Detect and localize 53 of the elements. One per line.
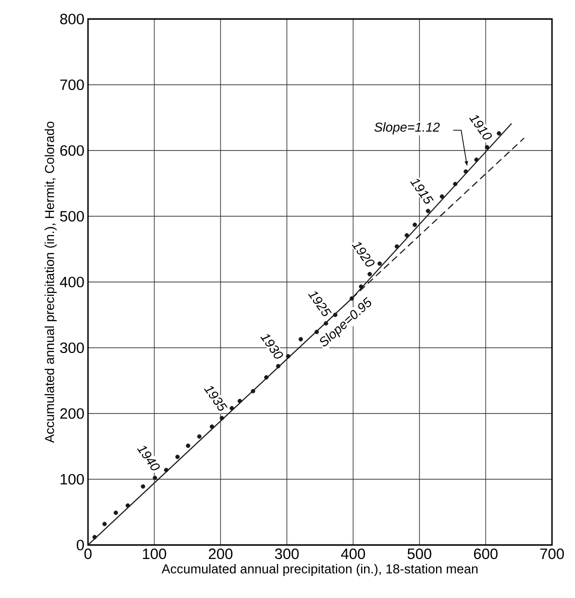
point (102, 522, 107, 526)
point (394, 244, 400, 249)
point (220, 416, 224, 420)
point (412, 222, 417, 227)
point (440, 194, 444, 199)
point (474, 158, 479, 162)
x-tick-label: 500 (408, 548, 432, 560)
point (286, 354, 290, 358)
point (186, 444, 190, 448)
y-tick-label: 400 (60, 276, 84, 288)
y-tick-label: 300 (60, 342, 84, 354)
y-tick-label: 800 (60, 14, 84, 24)
point (238, 398, 242, 404)
x-tick-label: 0 (84, 548, 92, 560)
annotation: Slope=1.12 (374, 122, 440, 134)
y-axis-title: Accumulated annual precipitation (in.), Hermit, Colorado (44, 122, 57, 443)
y-tick-label: 600 (60, 145, 84, 156)
point (368, 272, 372, 276)
point (92, 534, 97, 540)
y-tick-label: 700 (60, 79, 84, 90)
point (264, 375, 268, 380)
point (230, 406, 234, 410)
point (464, 169, 468, 174)
x-tick-label: 700 (540, 548, 564, 560)
y-tick-label: 200 (60, 408, 84, 419)
point (314, 330, 319, 334)
point (197, 434, 202, 439)
point (404, 233, 410, 238)
point (426, 208, 430, 214)
point (453, 182, 458, 186)
x-axis-title: Accumulated annual precipitation (in.), 18-station mean (162, 564, 478, 576)
point (250, 388, 256, 394)
point (175, 454, 180, 460)
x-tick-label: 400 (341, 548, 366, 560)
point (126, 503, 130, 508)
y-tick-label: 100 (60, 474, 84, 485)
point (496, 131, 502, 136)
x-tick-label: 300 (274, 548, 299, 560)
point (358, 284, 364, 289)
y-tick-label: 0 (76, 540, 84, 550)
point (140, 484, 146, 489)
point (298, 337, 303, 342)
point (164, 468, 168, 472)
point (276, 364, 280, 368)
x-tick-label: 100 (142, 548, 166, 560)
point (484, 145, 490, 150)
x-tick-label: 600 (474, 548, 498, 560)
point (152, 476, 158, 480)
y-tick-label: 500 (60, 210, 84, 222)
point (210, 424, 214, 429)
x-tick-label: 200 (208, 548, 232, 560)
point (377, 261, 382, 266)
point (114, 510, 118, 515)
